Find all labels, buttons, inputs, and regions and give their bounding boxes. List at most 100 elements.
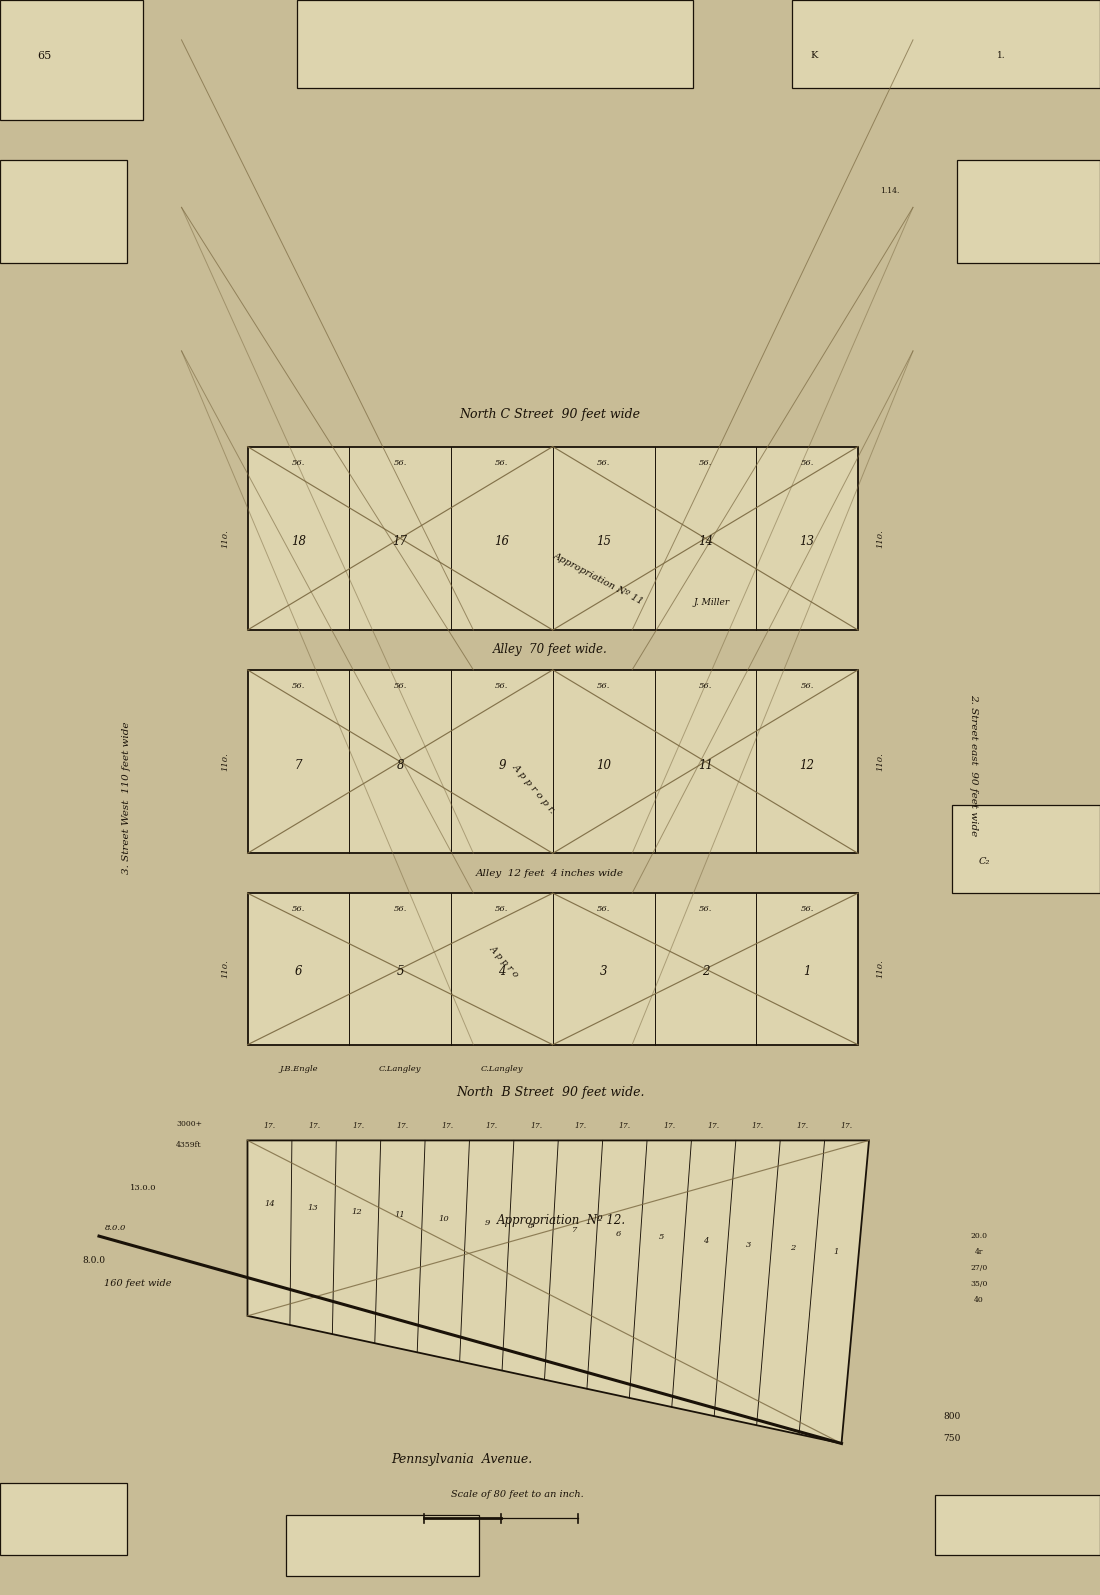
Text: 2: 2	[702, 965, 710, 978]
Text: 56.: 56.	[292, 904, 305, 914]
Text: Alley  70 feet wide.: Alley 70 feet wide.	[493, 643, 607, 657]
Text: 17: 17	[393, 536, 408, 549]
Text: 40: 40	[975, 1295, 983, 1305]
Text: 17.: 17.	[485, 1121, 497, 1131]
Text: 6: 6	[616, 1230, 620, 1238]
Text: 1.14.: 1.14.	[880, 187, 900, 196]
Bar	[952, 805, 1100, 893]
Text: 8: 8	[528, 1222, 534, 1230]
Text: 17.: 17.	[663, 1121, 675, 1131]
Text: 56.: 56.	[597, 458, 611, 467]
Text: Appropriation Nº 11: Appropriation Nº 11	[552, 550, 646, 606]
Text: 2: 2	[790, 1244, 795, 1252]
Text: 4: 4	[498, 965, 506, 978]
Text: 17.: 17.	[397, 1121, 409, 1131]
Bar	[0, 0, 143, 120]
Text: 5: 5	[659, 1233, 664, 1241]
Text: 2. Street east  90 feet wide: 2. Street east 90 feet wide	[969, 694, 978, 837]
Text: 11: 11	[395, 1211, 406, 1220]
Text: 65: 65	[37, 51, 51, 61]
Text: 6: 6	[295, 965, 302, 978]
Text: 56.: 56.	[801, 458, 814, 467]
Text: 56.: 56.	[698, 904, 712, 914]
Text: 9: 9	[498, 759, 506, 772]
Text: 17.: 17.	[619, 1121, 631, 1131]
Text: 56.: 56.	[698, 458, 712, 467]
Text: C₂: C₂	[979, 857, 990, 866]
Text: 8: 8	[396, 759, 404, 772]
Text: Alley  12 feet  4 inches wide: Alley 12 feet 4 inches wide	[476, 869, 624, 877]
Text: 56.: 56.	[698, 681, 712, 691]
Text: 11: 11	[697, 759, 713, 772]
Text: 56.: 56.	[801, 681, 814, 691]
Text: 4r: 4r	[975, 1247, 983, 1257]
Text: 16: 16	[494, 536, 509, 549]
Text: 12: 12	[351, 1207, 362, 1215]
Text: 56.: 56.	[597, 681, 611, 691]
Text: 110.: 110.	[221, 530, 230, 547]
Text: 7: 7	[572, 1227, 578, 1235]
Text: 17.: 17.	[752, 1121, 764, 1131]
Text: 13: 13	[308, 1204, 318, 1212]
Text: 13: 13	[800, 536, 815, 549]
Text: 15: 15	[596, 536, 612, 549]
Text: 17.: 17.	[840, 1121, 852, 1131]
Text: 7: 7	[295, 759, 302, 772]
Text: 5: 5	[396, 965, 404, 978]
Text: 110.: 110.	[221, 960, 230, 978]
Text: 17.: 17.	[352, 1121, 364, 1131]
Text: 17.: 17.	[574, 1121, 586, 1131]
Text: 1: 1	[803, 965, 811, 978]
Text: 3: 3	[746, 1241, 751, 1249]
Text: 110.: 110.	[876, 753, 884, 770]
Text: 3000+: 3000+	[176, 1120, 202, 1129]
Polygon shape	[248, 1140, 869, 1443]
Text: 110.: 110.	[876, 530, 884, 547]
Text: North  B Street  90 feet wide.: North B Street 90 feet wide.	[455, 1086, 645, 1099]
Text: 110.: 110.	[876, 960, 884, 978]
Text: 800: 800	[943, 1412, 960, 1421]
Text: 160 feet wide: 160 feet wide	[103, 1279, 172, 1289]
Text: A p p r o p r.: A p p r o p r.	[512, 762, 558, 815]
Text: 27/0: 27/0	[970, 1263, 988, 1273]
Bar	[286, 1515, 478, 1576]
Text: 8.0.0: 8.0.0	[82, 1255, 104, 1265]
Text: 18: 18	[290, 536, 306, 549]
Text: J.B.Engle: J.B.Engle	[279, 1064, 318, 1073]
Text: Appropriation  Nº 12.: Appropriation Nº 12.	[496, 1214, 626, 1227]
Text: 20.0: 20.0	[970, 1231, 988, 1241]
Text: 17.: 17.	[264, 1121, 276, 1131]
Text: 1: 1	[834, 1247, 839, 1255]
Text: 14: 14	[264, 1201, 275, 1209]
Text: 750: 750	[943, 1434, 960, 1443]
Bar	[957, 160, 1100, 263]
Text: 17.: 17.	[530, 1121, 542, 1131]
Bar	[248, 670, 858, 853]
Text: 56.: 56.	[495, 681, 508, 691]
Bar	[0, 160, 126, 263]
Text: K: K	[811, 51, 817, 61]
Text: 3: 3	[600, 965, 607, 978]
Text: 56.: 56.	[495, 904, 508, 914]
Text: 4: 4	[703, 1236, 708, 1246]
Text: C.Langley: C.Langley	[481, 1064, 524, 1073]
Text: 8.0.0: 8.0.0	[104, 1223, 125, 1233]
Text: 56.: 56.	[292, 458, 305, 467]
Bar	[297, 0, 693, 88]
Text: 56.: 56.	[394, 458, 407, 467]
Text: 110.: 110.	[221, 753, 230, 770]
Text: 17.: 17.	[796, 1121, 808, 1131]
Text: 3. Street West  110 feet wide: 3. Street West 110 feet wide	[122, 721, 131, 874]
Text: Scale of 80 feet to an inch.: Scale of 80 feet to an inch.	[451, 1490, 583, 1499]
Text: A p p r o: A p p r o	[487, 944, 520, 979]
Bar	[248, 893, 858, 1045]
Text: 4359ft: 4359ft	[176, 1140, 201, 1150]
Text: 56.: 56.	[394, 904, 407, 914]
Text: J. Miller: J. Miller	[693, 598, 729, 608]
Bar	[0, 1483, 126, 1555]
Text: 14: 14	[697, 536, 713, 549]
Text: 17.: 17.	[707, 1121, 719, 1131]
Text: 56.: 56.	[292, 681, 305, 691]
Text: 13.0.0: 13.0.0	[130, 1183, 156, 1193]
Text: 1.: 1.	[997, 51, 1005, 61]
